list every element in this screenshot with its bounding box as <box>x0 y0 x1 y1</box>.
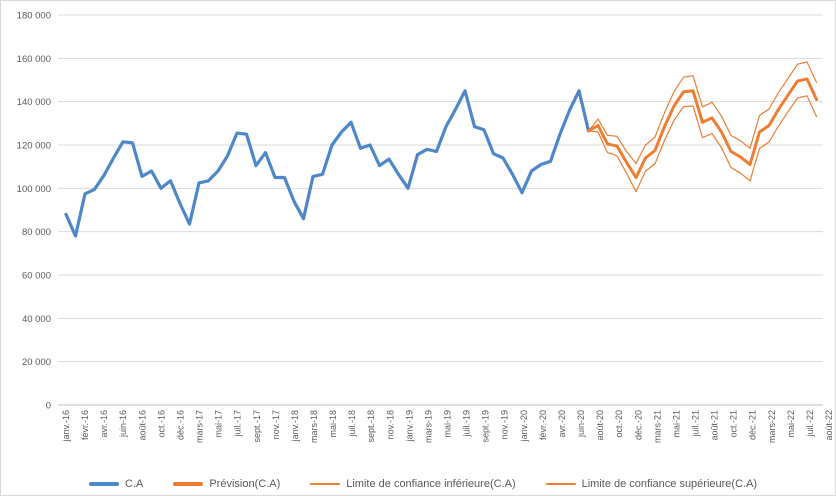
x-tick-label: août-22 <box>824 410 834 441</box>
y-tick-label: 180 000 <box>17 11 51 22</box>
x-tick-label: mai-18 <box>328 410 338 438</box>
x-tick-label: juil.-19 <box>462 410 472 438</box>
x-tick-label: déc.-21 <box>748 410 758 440</box>
y-tick-label: 40 000 <box>22 314 51 325</box>
x-tick-label: mars-18 <box>309 410 319 443</box>
x-tick-label: nov.-19 <box>500 410 510 439</box>
x-tick-label: août-20 <box>595 410 605 441</box>
x-tick-label: mai-19 <box>443 410 453 438</box>
x-tick-label: déc.-16 <box>175 410 185 440</box>
limite-superieure-line-swatch <box>545 483 576 485</box>
x-tick-label: oct.-16 <box>156 410 166 438</box>
x-tick-label: juin-20 <box>576 410 586 438</box>
x-tick-label: sept.-19 <box>481 410 491 443</box>
limite-inferieure-line-swatch <box>310 483 341 485</box>
legend-label-limite-superieure: Limite de confiance supérieure(C.A) <box>581 478 758 490</box>
legend-item-limite-superieure[interactable]: Limite de confiance supérieure(C.A) <box>545 478 758 490</box>
x-tick-label: août-21 <box>710 410 720 441</box>
x-tick-label: août-16 <box>137 410 147 441</box>
x-tick-label: févr.-20 <box>538 410 548 440</box>
prevision-series-line <box>587 77 818 179</box>
x-tick-label: févr.-16 <box>80 410 90 440</box>
x-tick-label: mars-17 <box>195 410 205 443</box>
legend-label-limite-inferieure: Limite de confiance inférieure(C.A) <box>346 478 516 490</box>
x-tick-label: janv.-19 <box>404 410 414 442</box>
legend-item-limite-inferieure[interactable]: Limite de confiance inférieure(C.A) <box>310 478 516 490</box>
x-tick-label: juil.-21 <box>690 410 700 438</box>
y-tick-label: 0 <box>46 401 51 412</box>
x-tick-label: déc.-20 <box>633 410 643 440</box>
x-tick-label: nov.-17 <box>271 410 281 439</box>
x-tick-label: sept.-18 <box>366 410 376 443</box>
y-tick-label: 20 000 <box>22 357 51 368</box>
chart-legend: C.A Prévision(C.A) Limite de confiance i… <box>89 478 757 490</box>
lower-confidence-line <box>587 95 818 193</box>
x-tick-label: juil.-22 <box>805 410 815 438</box>
x-tick-label: janv.-20 <box>519 410 529 442</box>
upper-confidence-line <box>587 61 818 164</box>
x-tick-label: juil.-17 <box>233 410 243 438</box>
x-tick-label: mai-21 <box>671 410 681 438</box>
y-tick-label: 80 000 <box>22 227 51 238</box>
y-tick-label: 60 000 <box>22 271 51 282</box>
x-tick-label: mai-17 <box>214 410 224 438</box>
x-tick-label: sept.-17 <box>252 410 262 443</box>
x-tick-label: oct.-20 <box>614 410 624 438</box>
y-tick-label: 100 000 <box>17 184 51 195</box>
x-tick-label: nov.-18 <box>385 410 395 439</box>
x-tick-label: janv.-18 <box>290 410 300 442</box>
y-tick-label: 160 000 <box>17 54 51 65</box>
legend-item-prevision[interactable]: Prévision(C.A) <box>173 478 280 490</box>
x-tick-label: mars-19 <box>423 410 433 443</box>
legend-item-ca[interactable]: C.A <box>89 478 143 490</box>
x-tick-label: juin-16 <box>118 410 128 438</box>
y-tick-label: 120 000 <box>17 141 51 152</box>
legend-label-prevision: Prévision(C.A) <box>209 478 281 490</box>
y-tick-label: 140 000 <box>17 97 51 108</box>
x-tick-label: avr.-20 <box>557 410 567 438</box>
ca-series-line <box>64 89 591 238</box>
x-tick-label: mars-21 <box>652 410 662 443</box>
prevision-line-swatch <box>173 482 204 486</box>
x-tick-label: mai-22 <box>786 410 796 438</box>
legend-label-ca: C.A <box>125 478 144 490</box>
x-tick-label: janv.-16 <box>61 410 71 442</box>
ca-line-swatch <box>89 482 119 486</box>
x-tick-label: mars-22 <box>767 410 777 443</box>
x-tick-label: juil.-18 <box>347 410 357 438</box>
x-tick-label: avr.-16 <box>99 410 109 438</box>
x-tick-label: oct.-21 <box>729 410 739 438</box>
